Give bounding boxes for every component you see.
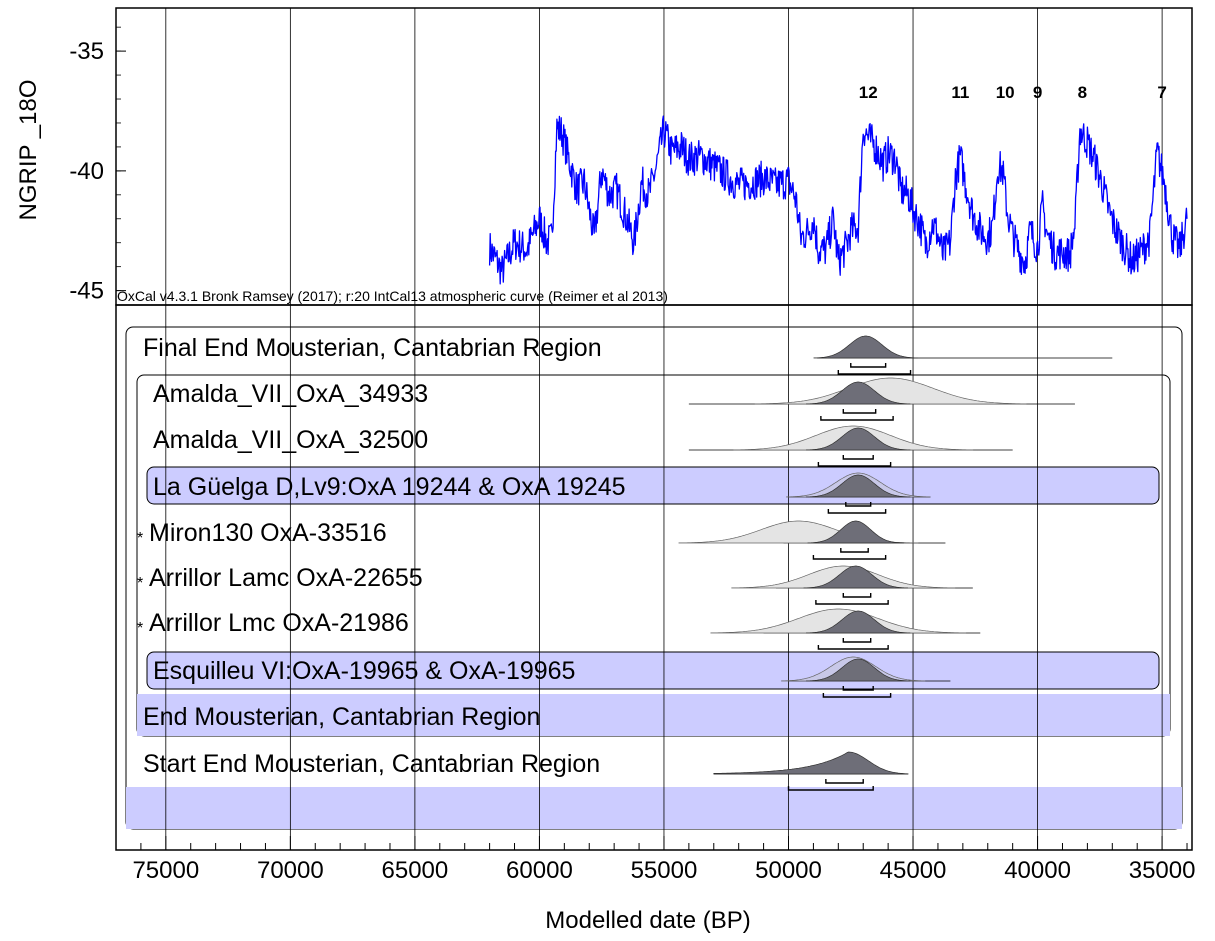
- posterior-distribution: [713, 751, 909, 775]
- y-tick-label: -45: [69, 278, 104, 305]
- ngrip-curve-group: [488, 115, 1188, 285]
- top-panel-frame: [115, 7, 1193, 306]
- range-95-bracket: [822, 693, 892, 698]
- row-label: Start End Mousterian, Cantabrian Region: [143, 750, 600, 778]
- posterior-distribution: [807, 520, 904, 544]
- x-tick-label: 35000: [1129, 857, 1196, 884]
- gridlines: [165, 8, 1163, 850]
- phase-backgrounds: [125, 326, 1183, 830]
- likelihood-distribution: [754, 377, 1027, 405]
- axis-ticks: -35 -40 -45 75000 70000 65000 60000 55000 50000 4…: [69, 26, 1196, 884]
- interstadial-labels: 12 11 10 9 8 7: [859, 83, 1167, 102]
- row-label: Amalda_VII_OxA_34933: [153, 380, 428, 408]
- y-axis-label: NGRIP _18O: [15, 80, 42, 221]
- range-95-bracket: [817, 645, 889, 650]
- y-tick-label: -35: [69, 38, 104, 65]
- range-68-bracket: [842, 409, 877, 414]
- row-label: Miron130 OxA-33516: [149, 519, 387, 547]
- range-95-bracket: [812, 555, 887, 560]
- row-labels: Final End Mousterian, Cantabrian Region A…: [137, 334, 626, 778]
- posterior-distribution: [813, 335, 918, 359]
- interstadial-label: 10: [996, 83, 1015, 102]
- row-label: La Güelga D,Lv9:OxA 19244 & OxA 19245: [153, 473, 626, 501]
- x-tick-label: 65000: [382, 857, 449, 884]
- range-95-bracket: [817, 462, 892, 467]
- range-95-bracket: [815, 600, 889, 605]
- range-brackets: [787, 363, 912, 791]
- range-68-bracket: [845, 502, 872, 507]
- range-68-bracket: [842, 638, 872, 643]
- posterior-distribution: [806, 610, 911, 634]
- range-68-bracket: [842, 455, 874, 460]
- x-axis-label: Modelled date (BP): [545, 907, 750, 934]
- ngrip-curve: [488, 115, 1188, 285]
- posterior-distribution: [806, 381, 911, 405]
- posterior-distribution: [806, 427, 911, 451]
- range-68-bracket: [850, 363, 887, 368]
- range-68-bracket: [825, 779, 864, 784]
- x-tick-label: 45000: [880, 857, 947, 884]
- interstadial-label: 12: [859, 83, 878, 102]
- range-68-bracket: [840, 548, 869, 553]
- star-marker: *: [137, 530, 143, 547]
- range-95-bracket: [827, 509, 887, 514]
- range-68-bracket: [842, 686, 874, 691]
- range-68-bracket: [842, 593, 872, 598]
- posterior-distribution: [806, 658, 911, 682]
- star-marker: *: [137, 575, 143, 592]
- row-label: End Mousterian, Cantabrian Region: [143, 703, 540, 731]
- row-label: Arrillor Lamc OxA-22655: [149, 564, 423, 592]
- x-tick-label: 60000: [506, 857, 573, 884]
- outer-sequence-fill: [126, 787, 1182, 829]
- star-marker: *: [137, 620, 143, 637]
- x-tick-label: 55000: [631, 857, 698, 884]
- posterior-distribution: [803, 565, 908, 589]
- row-label: Final End Mousterian, Cantabrian Region: [143, 334, 602, 362]
- x-tick-label: 40000: [1004, 857, 1071, 884]
- row-label: Arrillor Lmc OxA-21986: [149, 609, 409, 637]
- interstadial-label: 9: [1033, 83, 1042, 102]
- x-tick-label: 50000: [755, 857, 822, 884]
- likelihood-distribution: [710, 608, 967, 634]
- interstadial-label: 8: [1078, 83, 1087, 102]
- range-95-bracket: [787, 786, 874, 791]
- row-label: Esquilleu VI:OxA-19965 & OxA-19965: [153, 657, 575, 685]
- x-tick-label: 75000: [132, 857, 199, 884]
- credit-text: OxCal v4.3.1 Bronk Ramsey (2017); r:20 I…: [117, 288, 668, 304]
- range-95-bracket: [837, 370, 912, 375]
- posterior-distribution: [806, 474, 911, 498]
- interstadial-label: 7: [1157, 83, 1166, 102]
- distributions: [678, 335, 1113, 775]
- phase-fill: [137, 694, 1170, 736]
- bottom-panel-frame: [115, 304, 1193, 851]
- row-label: Amalda_VII_OxA_32500: [153, 426, 428, 454]
- interstadial-label: 11: [951, 83, 969, 102]
- x-tick-label: 70000: [257, 857, 324, 884]
- y-tick-label: -40: [69, 158, 104, 185]
- range-95-bracket: [820, 416, 894, 421]
